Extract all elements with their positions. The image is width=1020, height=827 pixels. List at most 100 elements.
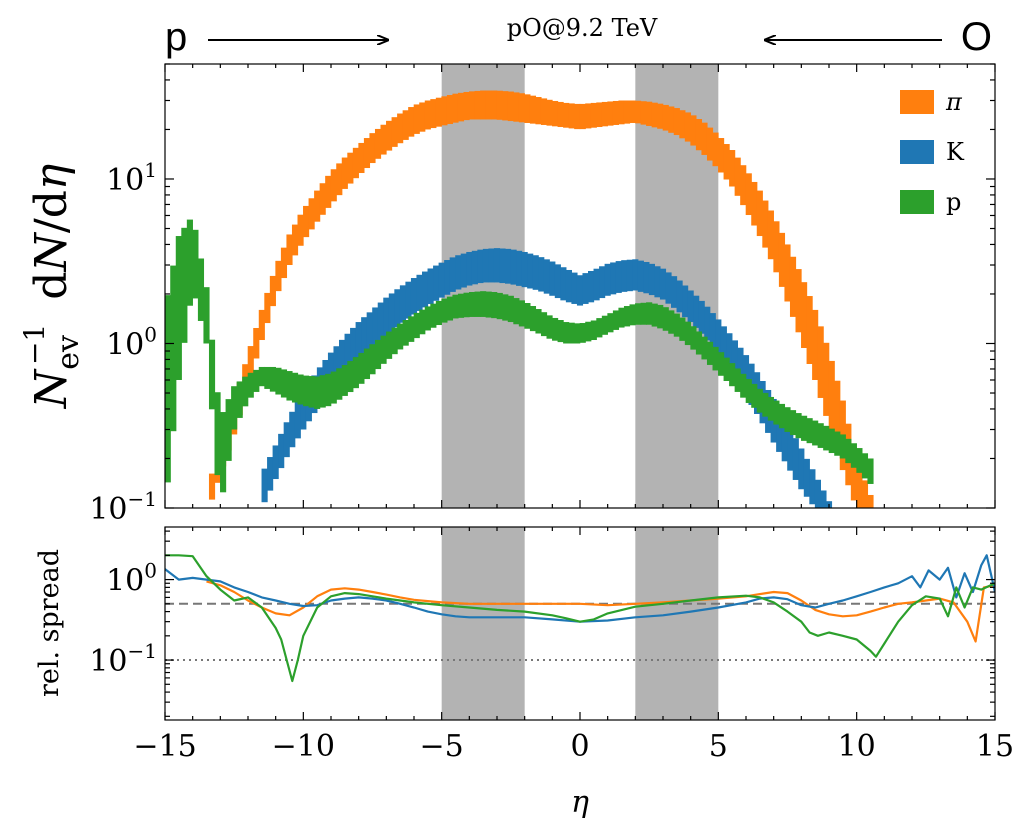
bin-99 bbox=[809, 469, 816, 505]
x-tick-label-2: −5 bbox=[420, 729, 464, 764]
bin-36 bbox=[363, 348, 371, 380]
bin-107 bbox=[801, 282, 808, 349]
bin-77 bbox=[590, 320, 597, 341]
bin-37 bbox=[369, 344, 376, 375]
bin-7 bbox=[203, 287, 210, 344]
bin-6 bbox=[197, 258, 205, 321]
bin-23 bbox=[388, 293, 395, 332]
bin-76 bbox=[585, 321, 592, 342]
bin-93 bbox=[679, 317, 686, 341]
bin-63 bbox=[557, 101, 564, 128]
bin-81 bbox=[709, 313, 716, 348]
bin-8 bbox=[208, 339, 216, 410]
bin-32 bbox=[386, 120, 393, 151]
bin-77 bbox=[635, 100, 642, 124]
bin-97 bbox=[745, 173, 752, 216]
bin-109 bbox=[767, 396, 774, 421]
x-tick-label-6: 15 bbox=[976, 729, 1014, 764]
bin-56 bbox=[571, 272, 578, 304]
bin-24 bbox=[341, 157, 348, 189]
bin-61 bbox=[502, 294, 509, 321]
bin-65 bbox=[524, 303, 531, 329]
bin-91 bbox=[712, 132, 719, 167]
bin-10 bbox=[264, 292, 271, 324]
bin-50 bbox=[538, 257, 545, 292]
bin-69 bbox=[590, 102, 597, 128]
bin-58 bbox=[529, 95, 537, 124]
bin-28 bbox=[416, 274, 423, 311]
bin-54 bbox=[463, 292, 470, 318]
bin-52 bbox=[496, 90, 503, 120]
bin-89 bbox=[657, 304, 664, 329]
bin-75 bbox=[676, 280, 683, 313]
bin-60 bbox=[540, 98, 548, 125]
bin-81 bbox=[612, 310, 620, 330]
bin-95 bbox=[690, 326, 697, 350]
bottom-axes: −15 −10 −5 0 5 10 15 10−1 100 bbox=[89, 527, 1014, 764]
bin-100 bbox=[814, 479, 821, 508]
bin-71 bbox=[557, 320, 564, 343]
bin-105 bbox=[789, 256, 797, 317]
bin-65 bbox=[568, 103, 575, 129]
bin-68 bbox=[540, 312, 548, 337]
bin-73 bbox=[568, 322, 575, 344]
bin-92 bbox=[673, 313, 680, 337]
bin-18 bbox=[308, 198, 315, 230]
bin-14 bbox=[242, 376, 249, 407]
bin-11 bbox=[225, 399, 232, 461]
bin-59 bbox=[535, 97, 542, 125]
bin-65 bbox=[621, 260, 628, 292]
bin-122 bbox=[839, 434, 846, 459]
x-tick-label-3: 0 bbox=[570, 729, 589, 764]
bin-69 bbox=[643, 261, 650, 294]
bin-110 bbox=[773, 400, 780, 425]
bin-6 bbox=[294, 402, 301, 439]
bin-20 bbox=[275, 367, 282, 395]
bin-82 bbox=[715, 319, 722, 356]
bin-94 bbox=[781, 417, 788, 462]
bin-17 bbox=[258, 366, 265, 387]
bin-93 bbox=[776, 408, 783, 452]
bin-96 bbox=[792, 438, 799, 480]
bin-108 bbox=[806, 296, 813, 364]
bin-34 bbox=[397, 113, 404, 144]
bin-17 bbox=[303, 205, 310, 238]
bin-86 bbox=[640, 302, 647, 325]
bin-25 bbox=[347, 152, 354, 184]
bin-28 bbox=[319, 375, 326, 408]
bottom-y-tick-label-1: 100 bbox=[106, 559, 157, 599]
bin-96 bbox=[740, 165, 747, 206]
bin-70 bbox=[596, 102, 603, 128]
bin-14 bbox=[286, 234, 293, 266]
x-tick-label-5: 10 bbox=[838, 729, 876, 764]
bin-4 bbox=[283, 422, 290, 458]
bin-86 bbox=[737, 347, 744, 388]
bin-19 bbox=[269, 366, 276, 392]
bin-39 bbox=[477, 249, 484, 284]
top-y-axis-label: Nev−1 dN/dη bbox=[18, 164, 86, 410]
bin-105 bbox=[745, 378, 752, 403]
bin-21 bbox=[280, 369, 288, 398]
bin-118 bbox=[817, 423, 824, 448]
bin-15 bbox=[247, 372, 254, 398]
bin-55 bbox=[469, 291, 476, 317]
bin-22 bbox=[330, 169, 337, 202]
bin-20 bbox=[319, 183, 326, 215]
bin-26 bbox=[352, 147, 359, 179]
bin-49 bbox=[480, 90, 487, 120]
bin-9 bbox=[258, 309, 265, 341]
bin-34 bbox=[352, 357, 359, 389]
bin-61 bbox=[546, 99, 553, 126]
bin-22 bbox=[383, 297, 390, 337]
bin-95 bbox=[734, 157, 741, 196]
bin-56 bbox=[518, 93, 525, 123]
bin-55 bbox=[565, 269, 572, 303]
bin-53 bbox=[502, 91, 509, 121]
bin-78 bbox=[640, 101, 647, 125]
bin-108 bbox=[762, 392, 769, 417]
spread-line-pi bbox=[206, 580, 995, 643]
bin-67 bbox=[632, 259, 639, 291]
bin-44 bbox=[505, 248, 512, 284]
bin-85 bbox=[635, 303, 642, 325]
bin-26 bbox=[308, 376, 315, 408]
